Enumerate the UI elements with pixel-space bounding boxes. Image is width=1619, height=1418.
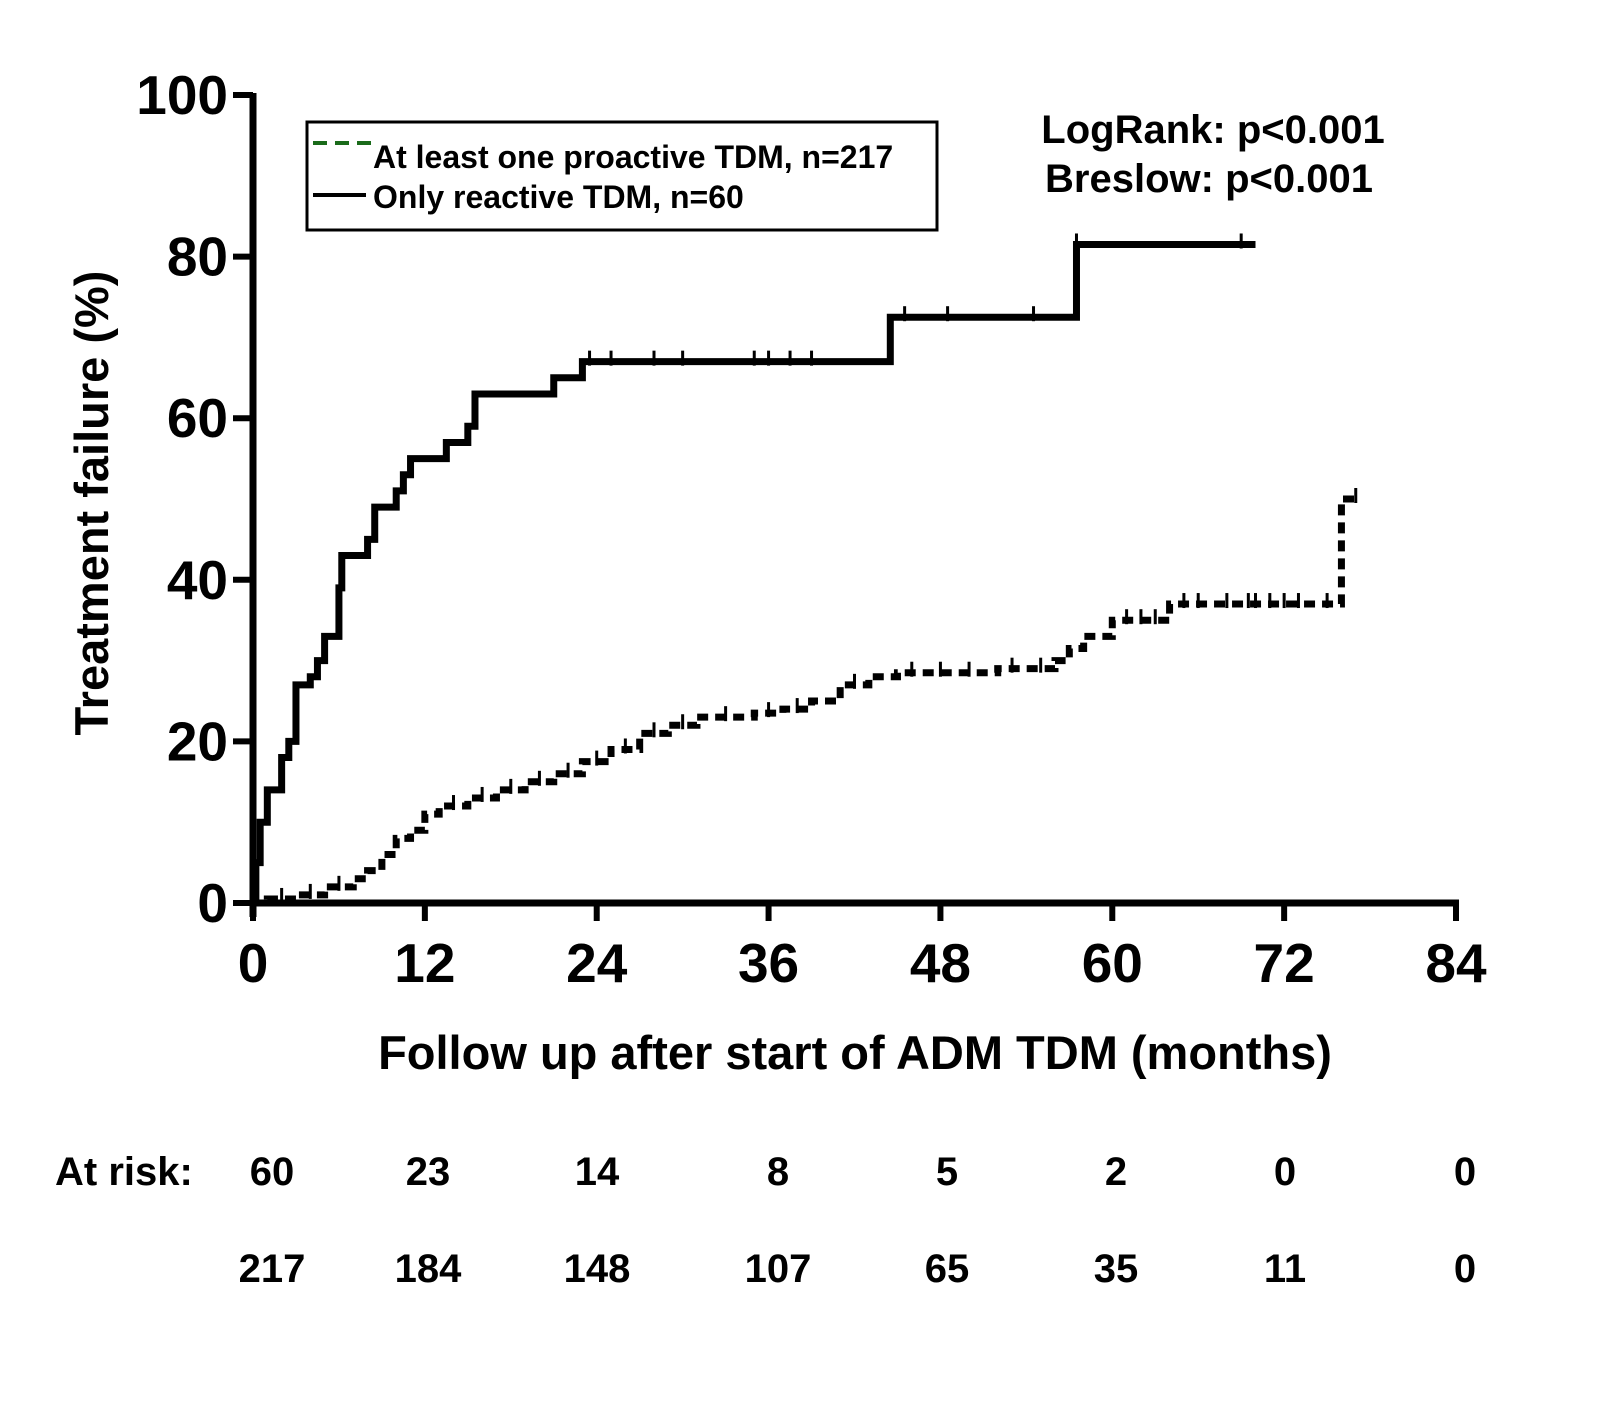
x-tick-label: 84 [1425, 932, 1487, 994]
breslow-annotation: Breslow: p<0.001 [1045, 157, 1373, 201]
at-risk-value: 148 [564, 1247, 631, 1291]
at-risk-value: 60 [250, 1150, 295, 1194]
x-tick-label: 0 [238, 932, 269, 994]
legend-label-proactive: At least one proactive TDM, n=217 [373, 139, 893, 175]
axes-layer: 0 20 40 60 80 100 0 12 24 36 48 60 72 84 [136, 64, 1487, 994]
y-tick-label: 20 [167, 710, 228, 772]
at-risk-value: 23 [406, 1150, 451, 1194]
series-line-proactive [253, 495, 1356, 907]
at-risk-value: 5 [936, 1150, 958, 1194]
x-tick-label: 24 [566, 932, 628, 994]
at-risk-value: 107 [745, 1247, 812, 1291]
y-tick-label: 100 [136, 64, 228, 126]
x-tick-label: 72 [1254, 932, 1315, 994]
x-tick-label: 12 [394, 932, 455, 994]
x-tick-label: 60 [1082, 932, 1143, 994]
at-risk-value: 184 [395, 1247, 462, 1291]
series-layer [252, 233, 1358, 907]
at-risk-value: 0 [1454, 1150, 1476, 1194]
at-risk-value: 217 [239, 1247, 306, 1291]
y-tick-label: 0 [197, 872, 228, 934]
x-tick-label: 36 [738, 932, 799, 994]
at-risk-value: 14 [575, 1150, 620, 1194]
at-risk-label: At risk: [55, 1150, 193, 1194]
legend: At least one proactive TDM, n=217 Only r… [305, 120, 939, 232]
y-tick-label: 60 [167, 387, 228, 449]
y-tick-label: 40 [167, 549, 228, 611]
x-axis-title: Follow up after start of ADM TDM (months… [378, 1026, 1332, 1079]
at-risk-value: 8 [767, 1150, 789, 1194]
at-risk-value: 2 [1105, 1150, 1127, 1194]
x-tick-label: 48 [910, 932, 971, 994]
at-risk-value: 11 [1264, 1247, 1306, 1291]
legend-box [305, 120, 939, 232]
y-tick-label: 80 [167, 226, 228, 288]
at-risk-value: 35 [1094, 1247, 1139, 1291]
at-risk-value: 0 [1454, 1247, 1476, 1291]
at-risk-value: 0 [1274, 1150, 1296, 1194]
series-line-reactive [252, 240, 1256, 907]
logrank-annotation: LogRank: p<0.001 [1041, 108, 1384, 152]
legend-label-reactive: Only reactive TDM, n=60 [373, 179, 744, 215]
y-axis-title: Treatment failure (%) [65, 271, 118, 736]
at-risk-value: 65 [925, 1247, 970, 1291]
